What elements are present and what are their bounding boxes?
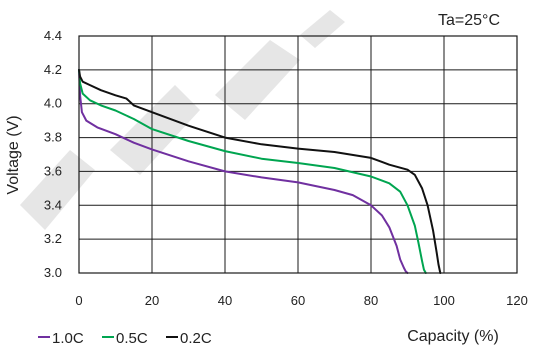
series-line-1-0c xyxy=(78,68,409,274)
legend-item: 0.5C xyxy=(102,330,148,347)
grid xyxy=(79,36,517,273)
watermark xyxy=(20,10,345,230)
x-tick-labels: 0 20 40 60 80 100 120 xyxy=(75,293,527,308)
x-tick-label: 60 xyxy=(291,293,305,308)
x-tick-label: 0 xyxy=(75,293,82,308)
legend-item: 1.0C xyxy=(38,330,84,347)
legend: 1.0C 0.5C 0.2C xyxy=(38,330,212,347)
y-tick-label: 3.6 xyxy=(44,163,62,178)
legend-label: 1.0C xyxy=(52,330,84,347)
legend-item: 0.2C xyxy=(166,330,212,347)
x-axis-label: Capacity (%) xyxy=(407,328,499,345)
series-line-0-5c xyxy=(78,68,427,274)
x-tick-label: 80 xyxy=(364,293,378,308)
x-tick-label: 100 xyxy=(433,293,455,308)
y-tick-label: 3.8 xyxy=(44,130,62,145)
y-axis-label: Voltage (V) xyxy=(5,115,22,194)
temperature-annotation: Ta=25°C xyxy=(438,12,500,29)
legend-label: 0.5C xyxy=(116,330,148,347)
legend-label: 0.2C xyxy=(180,330,212,347)
y-tick-label: 3.4 xyxy=(44,197,62,212)
x-tick-label: 120 xyxy=(506,293,528,308)
series-line-0-2c xyxy=(78,68,442,274)
x-tick-label: 20 xyxy=(145,293,159,308)
series-layer xyxy=(78,68,442,274)
y-tick-label: 4.0 xyxy=(44,96,62,111)
y-tick-labels: 3.0 3.2 3.4 3.6 3.8 4.0 4.2 4.4 xyxy=(44,28,62,280)
y-tick-label: 4.2 xyxy=(44,62,62,77)
y-tick-label: 3.2 xyxy=(44,231,62,246)
plot-frame xyxy=(78,35,518,274)
y-tick-label: 3.0 xyxy=(44,265,62,280)
y-tick-label: 4.4 xyxy=(44,28,62,43)
x-tick-label: 40 xyxy=(218,293,232,308)
